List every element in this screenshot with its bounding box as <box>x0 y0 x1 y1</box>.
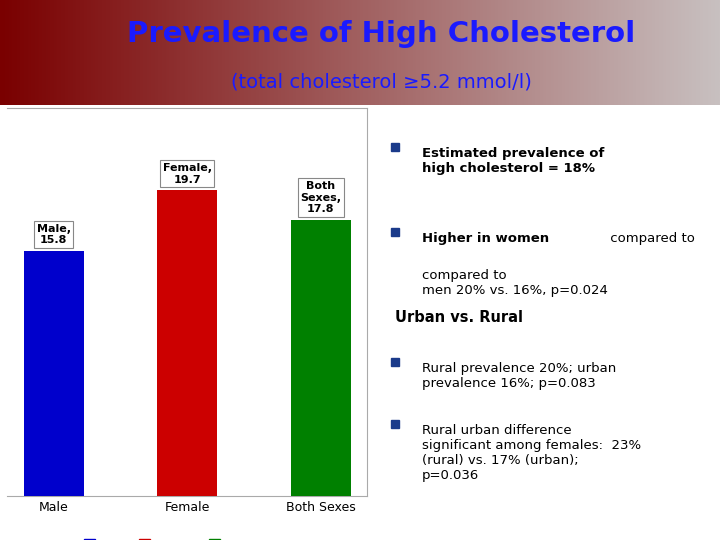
Text: Rural prevalence 20%; urban
prevalence 16%; p=0.083: Rural prevalence 20%; urban prevalence 1… <box>422 362 616 390</box>
Text: Rural urban difference
significant among females:  23%
(rural) vs. 17% (urban);
: Rural urban difference significant among… <box>422 424 641 482</box>
Text: Higher in women: Higher in women <box>422 232 549 245</box>
Text: Urban vs. Rural: Urban vs. Rural <box>395 309 523 325</box>
Text: 38: 38 <box>675 512 698 531</box>
Text: (total cholesterol ≥5.2 mmol/l): (total cholesterol ≥5.2 mmol/l) <box>231 73 532 92</box>
Bar <box>157 190 217 496</box>
Text: Prevalence of High Cholesterol: Prevalence of High Cholesterol <box>127 19 636 48</box>
Text: Both
Sexes,
17.8: Both Sexes, 17.8 <box>300 181 341 214</box>
Text: Estimated prevalence of
high cholesterol = 18%: Estimated prevalence of high cholesterol… <box>422 147 604 175</box>
Text: Female,
19.7: Female, 19.7 <box>163 163 212 185</box>
Bar <box>24 251 84 496</box>
Legend: Male, Female, Both Sexes: Male, Female, Both Sexes <box>79 535 295 540</box>
Text: compared to
men 20% vs. 16%, p=0.024: compared to men 20% vs. 16%, p=0.024 <box>422 269 608 297</box>
Bar <box>291 220 351 496</box>
Text: Male,
15.8: Male, 15.8 <box>37 224 71 245</box>
Text: Jamaica Health and Lifestyle Survey (JHLS) III 2016 - 2017: Jamaica Health and Lifestyle Survey (JHL… <box>14 515 399 528</box>
Text: compared to: compared to <box>606 232 695 245</box>
